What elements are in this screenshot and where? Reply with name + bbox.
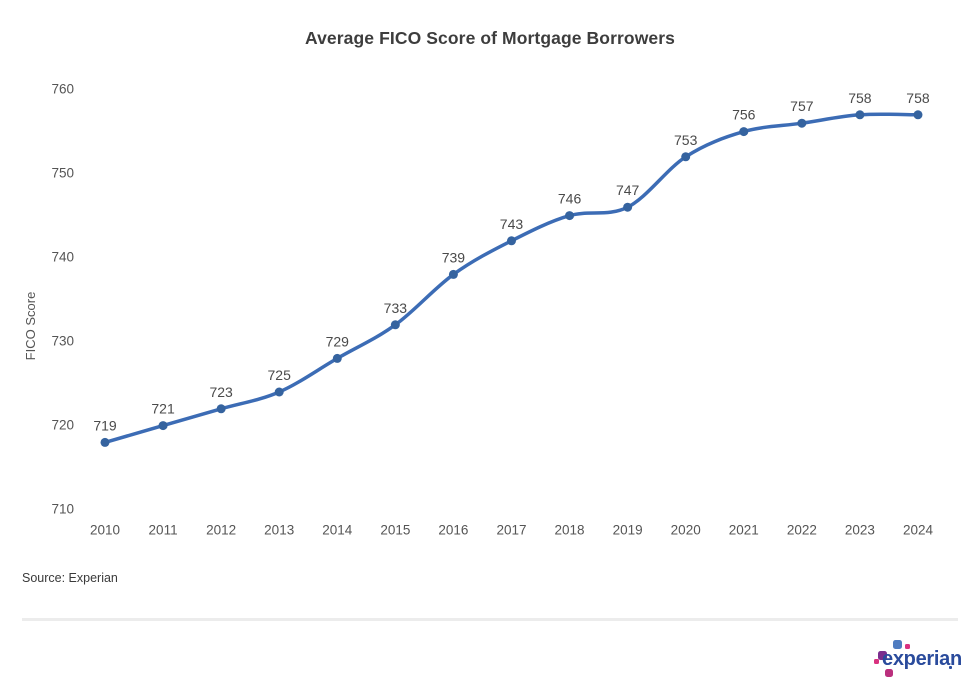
data-point-2022 <box>797 118 807 128</box>
data-point-2013 <box>274 387 284 397</box>
y-tick-label: 710 <box>51 502 74 517</box>
x-tick-label: 2021 <box>729 523 759 538</box>
logo-wordmark: experian <box>882 648 962 670</box>
data-label-2017: 743 <box>500 216 524 232</box>
source-note: Source: Experian <box>22 571 118 585</box>
y-tick-label: 760 <box>51 82 74 97</box>
data-label-2010: 719 <box>93 417 117 433</box>
x-tick-label: 2020 <box>671 523 701 538</box>
data-label-2021: 756 <box>732 107 756 123</box>
data-point-2014 <box>332 353 342 363</box>
y-tick-label: 740 <box>51 250 74 265</box>
y-axis-title: FICO Score <box>23 292 38 361</box>
data-label-2013: 725 <box>268 367 292 383</box>
data-point-2017 <box>506 236 516 246</box>
x-tick-label: 2011 <box>149 523 178 538</box>
y-tick-label: 730 <box>51 334 74 349</box>
data-label-2020: 753 <box>674 132 698 148</box>
logo-purple-square-icon <box>878 651 887 660</box>
data-label-2019: 747 <box>616 182 640 198</box>
data-point-2019 <box>623 202 633 212</box>
x-tick-label: 2019 <box>613 523 643 538</box>
data-point-2018 <box>565 211 575 221</box>
x-tick-label: 2014 <box>322 523 353 538</box>
x-tick-label: 2018 <box>555 523 585 538</box>
data-label-2018: 746 <box>558 191 582 207</box>
data-point-2024 <box>913 110 923 120</box>
experian-logo: experian <box>862 636 962 688</box>
x-tick-label: 2010 <box>90 523 120 538</box>
x-tick-label: 2015 <box>380 523 410 538</box>
data-point-2020 <box>681 152 691 162</box>
x-tick-label: 2012 <box>206 523 236 538</box>
fico-score-line-chart: 710 720 730 740 750 760 FICO Score 2010 2011 2012… <box>23 82 934 538</box>
data-label-2014: 729 <box>326 333 350 349</box>
data-point-2011 <box>158 421 168 431</box>
y-tick-label: 750 <box>51 166 74 181</box>
data-label-2016: 739 <box>442 249 466 265</box>
x-tick-label: 2016 <box>438 523 468 538</box>
x-tick-label: 2017 <box>496 523 526 538</box>
chart-title: Average FICO Score of Mortgage Borrowers <box>305 28 675 48</box>
x-tick-label: 2023 <box>845 523 875 538</box>
data-label-2011: 721 <box>151 401 175 417</box>
logo-blue-square-icon <box>893 640 902 649</box>
logo-small-pink-square-icon <box>874 659 879 664</box>
data-label-2022: 757 <box>790 98 814 114</box>
data-label-2015: 733 <box>384 300 408 316</box>
footer-divider <box>22 618 958 621</box>
data-label-2012: 723 <box>209 384 233 400</box>
data-point-2023 <box>855 110 865 120</box>
logo-small-magenta-square-icon <box>905 644 910 649</box>
logo-trademark-icon <box>949 666 952 669</box>
x-tick-label: 2013 <box>264 523 294 538</box>
data-point-2021 <box>739 127 749 137</box>
data-point-2015 <box>390 320 400 330</box>
data-point-2016 <box>448 269 458 279</box>
data-point-2010 <box>100 437 110 447</box>
data-label-2023: 758 <box>848 90 872 106</box>
x-tick-label: 2022 <box>787 523 817 538</box>
data-point-2012 <box>216 404 226 414</box>
logo-magenta-square-icon <box>885 669 893 677</box>
x-tick-label: 2024 <box>903 523 934 538</box>
y-tick-label: 720 <box>51 418 74 433</box>
data-label-2024: 758 <box>906 90 930 106</box>
